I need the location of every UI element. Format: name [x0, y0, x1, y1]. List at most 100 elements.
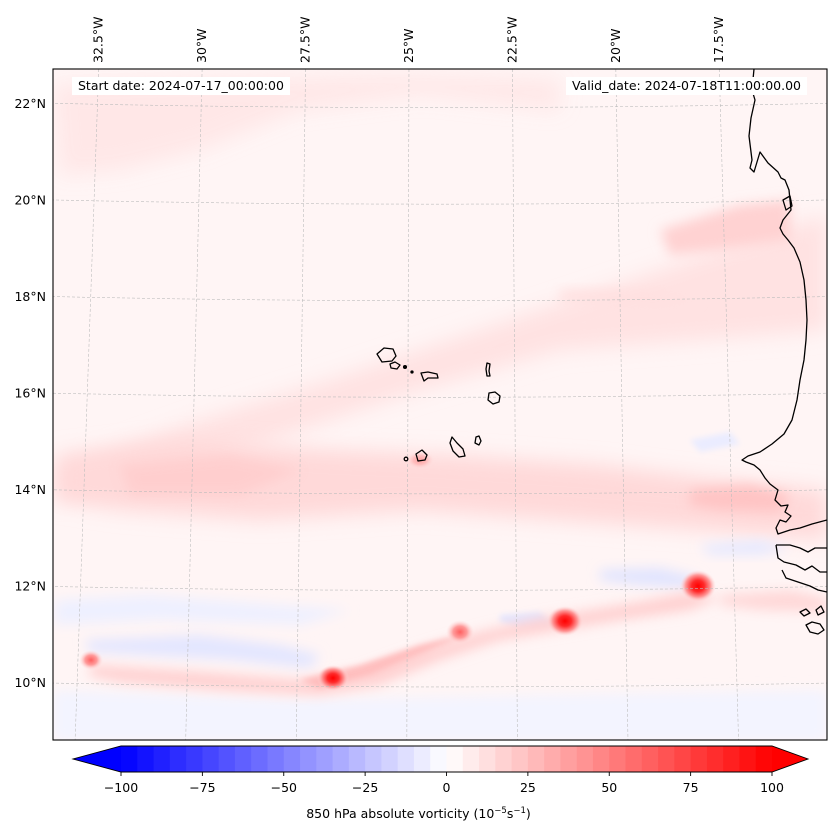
field-band-14N-core: [120, 455, 300, 495]
colorbar-tick-label: −75: [189, 780, 215, 795]
gridline-meridian: [74, 69, 100, 740]
field-east-coast-11_5N: [720, 590, 827, 612]
field-negative-14_5N: [690, 432, 740, 452]
island-brava: [403, 456, 409, 462]
colorbar-level: [332, 746, 350, 772]
vortex-max-west: [317, 665, 349, 691]
gridline-parallel: [53, 586, 827, 591]
colorbar: −100 −75 −50 −25 0 25 50 75 100: [71, 745, 810, 795]
colorbar-level: [348, 746, 366, 772]
colorbar-level: [381, 746, 399, 772]
coastline-bijagos-2: [815, 605, 825, 616]
colorbar-tick-label: 75: [683, 780, 699, 795]
colorbar-label: 850 hPa absolute vorticity (10−5s−1): [0, 806, 837, 821]
valid-date-annotation: Valid_date: 2024-07-18T11:00:00.00: [565, 77, 807, 95]
colorbar-level: [153, 746, 171, 772]
coastline-bijagos-1: [799, 608, 811, 617]
colorbar-level: [234, 746, 252, 772]
field-negative-coast-12_7N: [700, 540, 790, 555]
coastline-guinea: [781, 569, 827, 593]
vortex-max-east: [680, 570, 716, 602]
latitude-tick-label: 16°N: [14, 386, 46, 401]
latitude-tick-label: 18°N: [14, 289, 46, 304]
field-negative-12N-west: [55, 595, 350, 625]
colorbar-label-mid: s: [506, 806, 514, 822]
colorbar-level: [544, 746, 562, 772]
field-negative-10_8N: [85, 635, 320, 668]
colorbar-level: [430, 746, 448, 772]
latitude-tick-label: 20°N: [14, 192, 46, 207]
colorbar-level: [609, 746, 627, 772]
island-santo-antao: [376, 347, 397, 363]
colorbar-level: [495, 746, 513, 772]
latitude-tick-label: 12°N: [14, 579, 46, 594]
coastlines: [376, 69, 827, 635]
colorbar-level: [706, 746, 724, 772]
colorbar-tick-label: 50: [601, 780, 617, 795]
coastline-guinea-bissau: [775, 544, 827, 573]
island-santa-luzia: [402, 364, 408, 370]
colorbar-level: [202, 746, 220, 772]
colorbar-level: [300, 746, 317, 772]
colorbar-tick-label: 25: [520, 780, 536, 795]
colorbar-level: [527, 746, 545, 772]
colorbar-level: [739, 746, 757, 772]
coastline-gambia-senegal: [776, 544, 827, 553]
field-band-18N: [560, 290, 700, 305]
longitude-tick-label: 25°W: [401, 28, 416, 63]
gridline-meridian: [512, 69, 518, 740]
gridline-parallel: [53, 392, 827, 398]
colorbar-level: [462, 746, 480, 772]
longitude-tick-label: 22.5°W: [504, 17, 519, 63]
colorbar-level: [267, 746, 285, 772]
colorbar-level: [186, 746, 203, 772]
vortex-max-central: [547, 606, 583, 636]
longitude-labels: 32.5°W 30°W 27.5°W 25°W 22.5°W 20°W 17.5°W: [91, 17, 727, 63]
field-band-north: [53, 75, 560, 175]
colorbar-level: [658, 746, 675, 772]
gridline-meridian: [615, 69, 629, 740]
colorbar-level: [592, 746, 610, 772]
colorbar-level: [218, 746, 236, 772]
vortex-max-mid: [446, 620, 474, 644]
colorbar-level: [690, 746, 708, 772]
island-sao-nicolau: [420, 371, 439, 382]
colorbar-label-exp2: −1: [513, 806, 526, 816]
colorbar-level: [723, 746, 741, 772]
colorbar-label-text: 850 hPa absolute vorticity (10: [306, 806, 495, 822]
colorbar-tick-label: −50: [271, 780, 297, 795]
colorbar-level: [576, 746, 594, 772]
colorbar-tick-label: −25: [352, 780, 378, 795]
vortex-island-wake: [406, 451, 434, 469]
gridline-parallel: [53, 199, 827, 205]
colorbar-level: [625, 746, 643, 772]
longitude-tick-label: 30°W: [194, 28, 209, 63]
colorbar-level: [137, 746, 155, 772]
island-sal: [485, 362, 491, 377]
colorbar-extend-max: [772, 746, 808, 772]
vorticity-field: [53, 75, 827, 740]
island-santiago: [449, 436, 466, 458]
gridline-parallel: [53, 296, 827, 301]
latitude-tick-label: 22°N: [14, 96, 46, 111]
gridline-meridian: [406, 69, 410, 740]
colorbar-level: [121, 746, 138, 772]
colorbar-level: [511, 746, 529, 772]
coastline-bijagos-3: [805, 621, 825, 635]
gridline-meridian: [718, 69, 739, 740]
colorbar-label-close: ): [525, 806, 531, 822]
island-fogo: [415, 449, 428, 462]
colorbar-extend-min: [73, 746, 121, 772]
colorbar-level: [446, 746, 464, 772]
colorbar-level: [251, 746, 269, 772]
vortex-max-far-west: [79, 650, 103, 670]
latitude-tick-label: 14°N: [14, 482, 46, 497]
colorbar-level: [641, 746, 659, 772]
coastline-senegal-inlet: [782, 195, 793, 211]
gridlines: [53, 69, 827, 740]
island-sao-vicente: [389, 361, 401, 370]
map-background: [53, 69, 827, 740]
colorbar-level: [365, 746, 383, 772]
longitude-tick-label: 32.5°W: [91, 17, 106, 63]
